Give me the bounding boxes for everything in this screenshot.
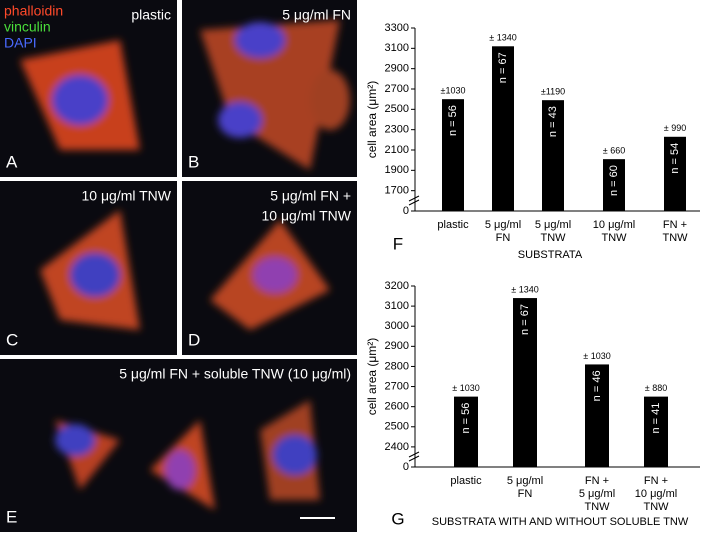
error-label: ± 660 <box>603 146 625 156</box>
micrographs <box>0 0 357 532</box>
error-label: ± 1340 <box>489 33 516 43</box>
y-tick-label: 1700 <box>385 185 409 197</box>
y-tick-label: 1900 <box>385 164 409 176</box>
y-tick-label: 2300 <box>385 124 409 136</box>
panel-caption: 10 μg/ml TNW <box>82 188 172 204</box>
stain-label: DAPI <box>4 35 37 51</box>
panel-caption: 5 μg/ml FN + soluble TNW (10 μg/ml) <box>119 366 351 382</box>
panel-letter: D <box>188 330 200 349</box>
panel-caption: 5 μg/ml FN <box>282 7 351 23</box>
axis-break <box>408 195 420 206</box>
error-label: ± 1030 <box>452 383 479 393</box>
error-label: ± 990 <box>664 123 686 133</box>
x-tick-label: 5 μg/ml <box>507 475 543 487</box>
panel-caption: 10 μg/ml TNW <box>262 208 352 224</box>
x-tick-label: TNW <box>584 501 610 513</box>
x-tick-label: TNW <box>643 501 669 513</box>
bar <box>603 159 625 211</box>
n-label: n = 60 <box>608 165 620 196</box>
y-tick-label: 2700 <box>385 380 409 392</box>
y-axis-label: cell area (μm²) <box>365 81 379 159</box>
n-label: n = 67 <box>519 304 531 335</box>
y-tick-label: 2500 <box>385 103 409 115</box>
x-tick-label: FN + <box>585 475 609 487</box>
x-tick-label: TNW <box>601 232 627 244</box>
panel-letter: E <box>6 507 17 526</box>
panel-letter: A <box>6 152 18 171</box>
y-tick-label: 2700 <box>385 83 409 95</box>
stain-label: vinculin <box>4 19 51 35</box>
x-tick-label: 5 μg/ml <box>579 488 615 500</box>
chart-letter: F <box>393 234 403 253</box>
error-label: ± 1030 <box>583 351 610 361</box>
y-tick-label: 3200 <box>385 280 409 292</box>
x-tick-label: plastic <box>450 475 482 487</box>
x-axis-label: SUBSTRATA <box>518 249 583 261</box>
panel-letter: C <box>6 330 18 349</box>
n-label: n = 41 <box>650 403 662 434</box>
bar <box>492 46 514 211</box>
cells <box>20 20 350 510</box>
x-axis-label: SUBSTRATA WITH AND WITHOUT SOLUBLE TNW <box>432 516 689 528</box>
x-tick-label: 10 μg/ml <box>635 488 677 500</box>
bar <box>585 364 609 467</box>
bar <box>454 396 478 467</box>
bar <box>442 99 464 211</box>
error-label: ±1190 <box>541 87 565 97</box>
y-tick-label: 3100 <box>385 42 409 54</box>
x-tick-label: 5 μg/ml <box>485 219 521 231</box>
x-tick-label: 10 μg/ml <box>593 219 635 231</box>
bar <box>664 136 686 211</box>
y-tick-label: 2100 <box>385 144 409 156</box>
n-label: n = 46 <box>591 370 603 401</box>
error-label: ± 880 <box>645 383 667 393</box>
bar <box>644 396 668 467</box>
y-tick-label: 2800 <box>385 360 409 372</box>
y-tick-label: 0 <box>403 205 409 217</box>
chart-letter: G <box>391 509 404 528</box>
bar <box>542 100 564 211</box>
y-tick-label: 3300 <box>385 22 409 34</box>
y-tick-label: 2400 <box>385 441 409 453</box>
y-tick-label: 2500 <box>385 421 409 433</box>
y-tick-label: 0 <box>403 461 409 473</box>
x-tick-label: TNW <box>662 232 688 244</box>
stain-label: phalloidin <box>4 3 63 19</box>
x-tick-label: FN <box>518 488 533 500</box>
panel-caption: 5 μg/ml FN + <box>270 188 351 204</box>
y-tick-label: 2900 <box>385 63 409 75</box>
panel-caption: plastic <box>131 7 171 23</box>
x-tick-label: FN + <box>663 219 687 231</box>
x-tick-label: FN + <box>644 475 668 487</box>
y-tick-label: 3000 <box>385 320 409 332</box>
y-tick-label: 2900 <box>385 340 409 352</box>
n-label: n = 67 <box>497 52 509 83</box>
x-tick-label: FN <box>496 232 511 244</box>
error-label: ±1030 <box>441 86 466 96</box>
panel-letter: B <box>188 152 199 171</box>
n-label: n = 56 <box>447 105 459 136</box>
y-axis-label: cell area (μm²) <box>365 338 379 416</box>
n-label: n = 54 <box>669 143 681 174</box>
x-tick-label: 5 μg/ml <box>535 219 571 231</box>
y-tick-label: 2600 <box>385 401 409 413</box>
n-label: n = 43 <box>547 106 559 137</box>
bar <box>513 298 537 467</box>
n-label: n = 56 <box>460 403 472 434</box>
x-tick-label: TNW <box>540 232 566 244</box>
axis-break <box>408 451 420 462</box>
error-label: ± 1340 <box>511 284 538 294</box>
y-tick-label: 3100 <box>385 300 409 312</box>
x-tick-label: plastic <box>437 219 469 231</box>
